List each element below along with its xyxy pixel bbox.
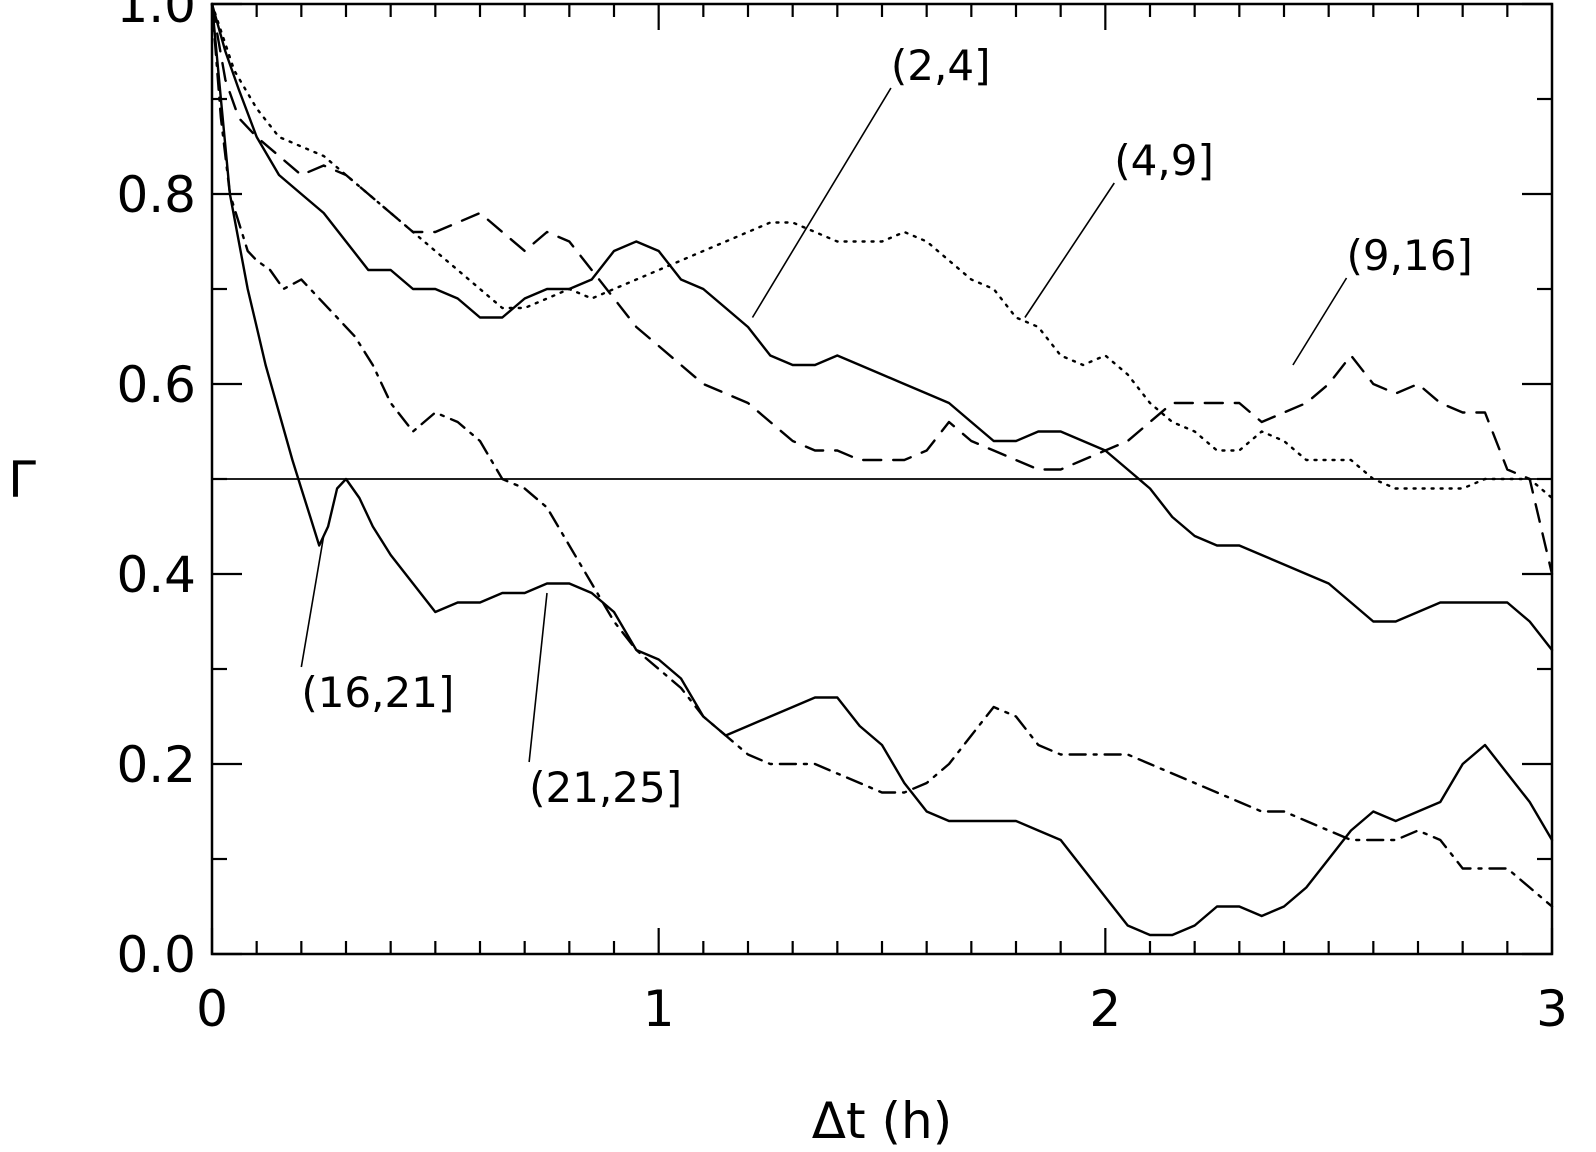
series-leader-3 [1292,277,1348,366]
x-tick-label: 3 [1536,980,1568,1038]
y-tick-label: 0.6 [116,356,196,414]
series-leader-1 [751,87,892,318]
x-tick-label: 1 [643,980,675,1038]
series-leader-5 [528,592,548,763]
y-tick-label: 0.8 [116,166,196,224]
series-labels-group: (2,4] (4,9] (9,16] (16,21] (21,25] [300,41,1473,812]
series-leader-4 [300,535,325,668]
series-line-1 [210,2,1554,652]
y-axis-label: Γ [8,451,36,509]
x-axis-label: Δt (h) [812,1092,952,1150]
series-line-5 [210,2,1554,908]
tick-labels-group: 0 1 2 3 0.0 0.2 0.4 0.6 0.8 1.0 [116,0,1567,1038]
series-line-3 [210,2,1554,576]
plot-frame [210,2,1554,956]
y-tick-label: 0.2 [116,736,196,794]
y-tick-label: 0.4 [116,546,196,604]
x-tick-label: 0 [196,980,228,1038]
series-label-2: (4,9] [1114,136,1214,185]
series-label-4: (16,21] [301,668,454,717]
series-line-2 [210,2,1554,500]
series-line-4 [210,2,1554,937]
series-leader-2 [1024,182,1115,318]
x-tick-label: 2 [1089,980,1121,1038]
series-label-5: (21,25] [529,763,682,812]
y-tick-label: 1.0 [116,0,196,34]
series-group [210,2,1554,937]
y-tick-label: 0.0 [116,926,196,984]
series-label-3: (9,16] [1347,231,1473,280]
series-label-1: (2,4] [891,41,991,90]
